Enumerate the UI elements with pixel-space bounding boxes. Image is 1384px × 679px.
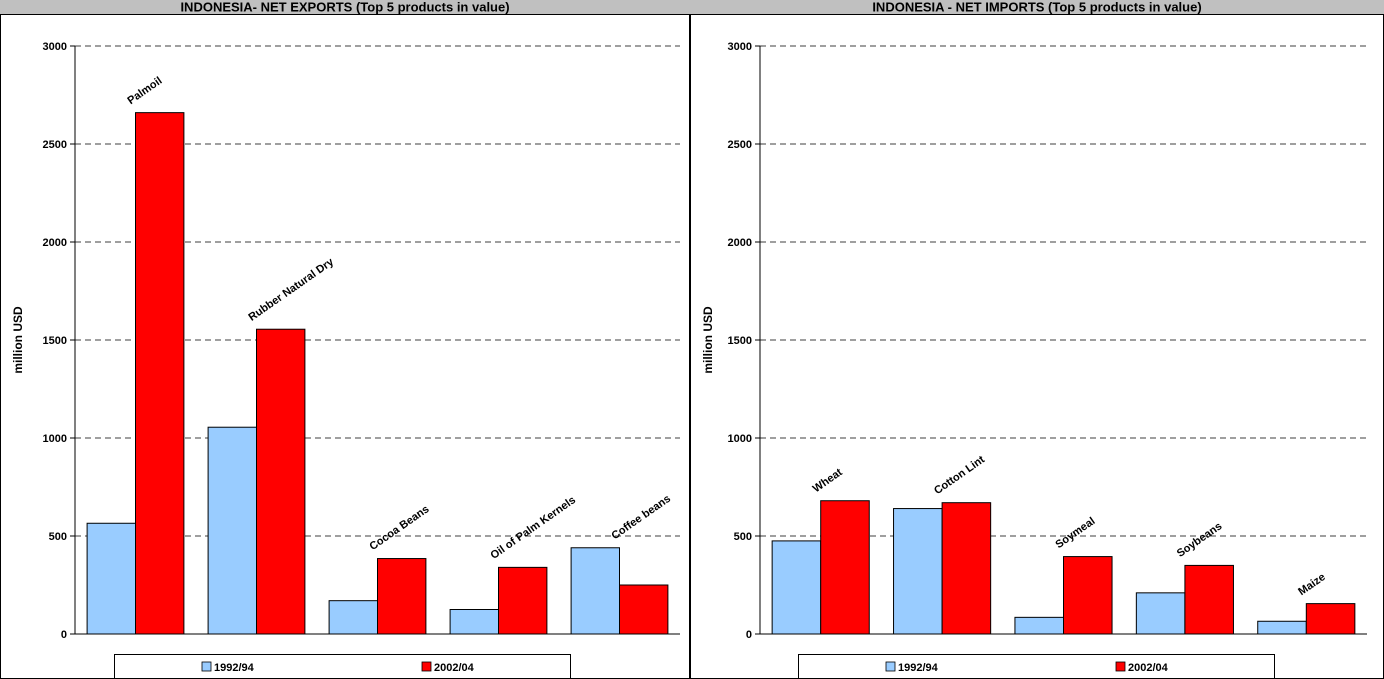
chart-panel-imports: INDONESIA - NET IMPORTS (Top 5 products … [690, 0, 1384, 679]
bar-series1 [328, 600, 379, 635]
bar-series2 [377, 558, 427, 635]
bar-series2 [941, 502, 992, 635]
legend-swatch [1115, 661, 1126, 672]
y-tick-label: 1000 [728, 433, 752, 445]
legend-label: 1992/94 [898, 662, 939, 674]
title-bar [690, 0, 1384, 14]
bar-series2 [135, 112, 185, 635]
legend-box [798, 654, 1275, 679]
legend-label: 2002/04 [434, 662, 475, 674]
legend-label: 2002/04 [1128, 662, 1169, 674]
bar-series1 [1135, 592, 1186, 635]
bar-series1 [1257, 620, 1307, 635]
y-tick-label: 1500 [728, 335, 752, 347]
bar-series1 [771, 540, 822, 635]
chart-title: INDONESIA - NET IMPORTS (Top 5 products … [872, 0, 1201, 15]
bar-series2 [1184, 564, 1234, 635]
chart-panel-exports: INDONESIA- NET EXPORTS (Top 5 products i… [0, 0, 690, 679]
legend-swatch [201, 661, 212, 672]
chart-title: INDONESIA- NET EXPORTS (Top 5 products i… [180, 0, 509, 15]
y-tick-label: 2000 [43, 237, 67, 249]
legend-swatch [885, 661, 896, 672]
bar-series1 [449, 609, 500, 635]
y-tick-label: 2500 [43, 139, 67, 151]
y-tick-label: 2500 [728, 139, 752, 151]
bar-series2 [1305, 603, 1356, 635]
y-axis-label: million USD [11, 306, 25, 374]
title-bar [0, 0, 690, 14]
y-tick-label: 500 [49, 531, 67, 543]
bar-series1 [570, 547, 620, 635]
bar-series2 [1063, 556, 1113, 635]
bar-series1 [86, 522, 136, 635]
y-tick-label: 2000 [728, 237, 752, 249]
y-tick-label: 0 [61, 629, 67, 641]
y-tick-label: 1500 [43, 335, 67, 347]
bar-series2 [619, 584, 669, 635]
bar-series2 [256, 328, 306, 635]
y-tick-label: 0 [746, 629, 752, 641]
legend-label: 1992/94 [214, 662, 255, 674]
bar-series1 [1014, 616, 1065, 635]
y-tick-label: 3000 [43, 41, 67, 53]
y-tick-label: 500 [734, 531, 752, 543]
bar-series2 [820, 500, 870, 635]
y-tick-label: 1000 [43, 433, 67, 445]
y-tick-label: 3000 [728, 41, 752, 53]
bar-series2 [498, 566, 548, 635]
bar-series1 [893, 508, 943, 635]
y-axis-label: million USD [701, 306, 715, 374]
legend-box [114, 654, 571, 679]
legend-swatch [421, 661, 432, 672]
bar-series1 [207, 426, 258, 635]
